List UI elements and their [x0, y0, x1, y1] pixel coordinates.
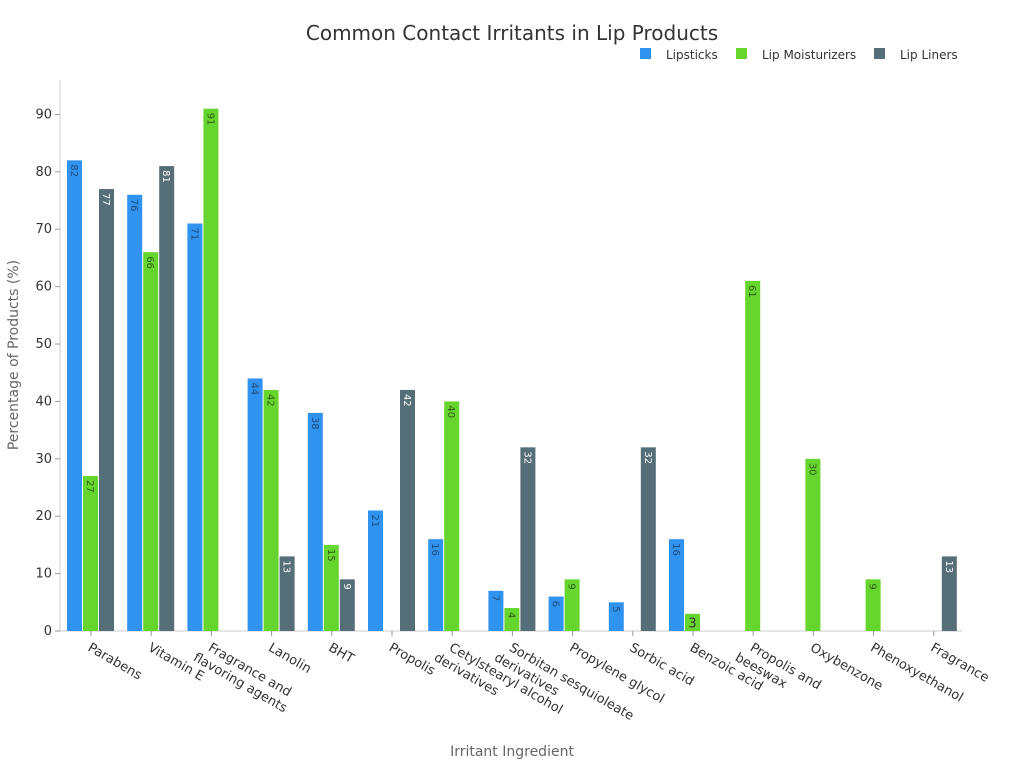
legend-label: Lip Liners — [900, 48, 958, 62]
bar-label: 61 — [746, 285, 757, 298]
bar — [400, 389, 415, 631]
bar-label: 77 — [100, 193, 111, 206]
bar-label: 81 — [160, 170, 171, 183]
legend-label: Lip Moisturizers — [762, 48, 856, 62]
bar — [99, 189, 114, 632]
y-tick-label: 60 — [35, 280, 52, 295]
legend: Lipsticks Lip Moisturizers Lip Liners — [640, 48, 958, 62]
bar — [520, 447, 536, 631]
bar — [279, 556, 295, 631]
bar-label: 16 — [670, 543, 681, 556]
bar — [941, 556, 957, 631]
bar-label: 15 — [325, 549, 336, 562]
y-tick-label: 0 — [44, 624, 52, 639]
bar-label: 7 — [489, 595, 500, 601]
bar-label: 40 — [445, 405, 456, 418]
bar-label: 13 — [281, 560, 292, 573]
bar-label: 30 — [806, 463, 817, 476]
x-axis-title: Irritant Ingredient — [450, 744, 574, 760]
bar-label: 32 — [521, 451, 532, 464]
bar — [143, 252, 159, 631]
y-axis: 0 10 20 30 40 50 60 70 80 90 — [35, 80, 61, 639]
bar — [187, 223, 203, 632]
bar-label: 5 — [610, 606, 621, 612]
x-tick-label: Propolis — [386, 640, 438, 679]
bar-label: 82 — [68, 164, 79, 177]
bar — [444, 401, 460, 631]
bar — [548, 596, 564, 631]
bar-label: 71 — [188, 227, 199, 240]
bar — [307, 412, 323, 631]
y-tick-label: 40 — [35, 394, 52, 409]
y-tick-label: 50 — [35, 337, 52, 352]
y-tick-label: 30 — [35, 452, 52, 467]
y-axis-title: Percentage of Products (%) — [6, 260, 22, 450]
bar — [428, 539, 444, 631]
bar — [564, 579, 580, 631]
y-tick-label: 90 — [35, 107, 52, 122]
bar — [504, 608, 520, 631]
y-tick-label: 70 — [35, 222, 52, 237]
bar — [159, 166, 175, 631]
bar-label: 3 — [688, 616, 696, 631]
bar-label: 42 — [401, 394, 412, 407]
bar-label: 16 — [429, 543, 440, 556]
x-tick-label: BHT — [326, 640, 357, 666]
bar — [745, 280, 761, 631]
bar-label: 66 — [144, 256, 155, 269]
bar — [83, 476, 98, 631]
bar-label: 27 — [84, 480, 95, 493]
bar-label: 6 — [550, 601, 561, 607]
bar — [488, 590, 504, 631]
bar — [865, 579, 881, 631]
bar — [669, 539, 684, 631]
bar-label: 91 — [204, 113, 215, 126]
bar-label: 44 — [249, 382, 260, 395]
bar — [608, 602, 624, 631]
bar-label: 13 — [943, 560, 954, 573]
legend-swatch — [874, 48, 885, 59]
y-tick-label: 80 — [35, 165, 52, 180]
bar — [247, 378, 263, 631]
y-tick-label: 10 — [35, 567, 52, 582]
bar-label: 9 — [867, 583, 878, 589]
bar — [203, 108, 219, 631]
legend-label: Lipsticks — [666, 48, 718, 62]
bar-label: 9 — [341, 583, 352, 589]
bar-label: 21 — [369, 514, 380, 527]
bar — [67, 160, 82, 631]
bar — [339, 579, 355, 631]
legend-swatch — [640, 48, 651, 59]
bar-label: 42 — [265, 394, 276, 407]
bar — [323, 544, 339, 631]
bar — [805, 458, 821, 631]
bar-label: 32 — [642, 451, 653, 464]
legend-swatch — [736, 48, 747, 59]
x-tick-label: Lanolin — [266, 640, 314, 676]
bar-label: 38 — [309, 417, 320, 430]
bar-label: 9 — [566, 583, 577, 589]
bar-label: 4 — [505, 612, 516, 618]
bar — [640, 447, 656, 631]
bar — [263, 389, 279, 631]
bar — [368, 510, 383, 631]
bar-label: 76 — [128, 199, 139, 212]
bars: 82 27 77 76 66 81 71 91 44 42 13 38 15 9 21 42 16 40 7 4 32 6… — [67, 108, 957, 632]
chart-title: Common Contact Irritants in Lip Products — [306, 21, 718, 45]
bar — [127, 194, 143, 631]
y-tick-label: 20 — [35, 509, 52, 524]
x-tick-label: Parabens — [85, 640, 144, 683]
bar — [685, 613, 700, 631]
